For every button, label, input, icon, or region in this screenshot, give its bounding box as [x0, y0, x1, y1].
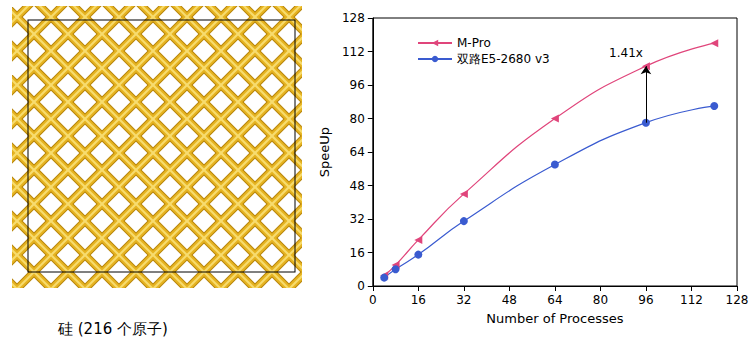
svg-text:双路E5-2680 v3: 双路E5-2680 v3 — [457, 52, 550, 66]
svg-text:96: 96 — [350, 78, 365, 92]
svg-text:128: 128 — [726, 293, 749, 307]
svg-text:1.41x: 1.41x — [609, 46, 643, 60]
svg-text:80: 80 — [593, 293, 608, 307]
svg-text:0: 0 — [369, 293, 377, 307]
svg-text:64: 64 — [547, 293, 562, 307]
svg-text:96: 96 — [638, 293, 653, 307]
svg-text:0: 0 — [357, 279, 365, 293]
svg-text:112: 112 — [342, 45, 365, 59]
svg-text:Number of Processes: Number of Processes — [486, 311, 623, 326]
svg-text:112: 112 — [680, 293, 703, 307]
svg-text:M-Pro: M-Pro — [457, 36, 491, 50]
svg-text:48: 48 — [502, 293, 517, 307]
svg-text:64: 64 — [350, 145, 365, 159]
svg-text:16: 16 — [411, 293, 426, 307]
svg-text:硅 (216 个原子): 硅 (216 个原子) — [57, 320, 168, 338]
svg-text:32: 32 — [456, 293, 471, 307]
svg-text:32: 32 — [350, 212, 365, 226]
svg-text:128: 128 — [342, 11, 365, 25]
svg-text:16: 16 — [350, 246, 365, 260]
svg-text:48: 48 — [350, 179, 365, 193]
svg-text:SpeeUp: SpeeUp — [317, 127, 332, 177]
svg-text:80: 80 — [350, 112, 365, 126]
